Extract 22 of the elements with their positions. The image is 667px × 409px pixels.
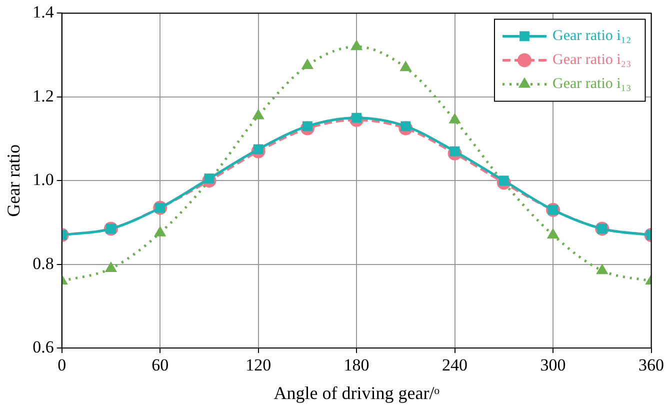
y-tick-label: 1.4	[32, 2, 54, 22]
legend-label: Gear ratio i₂₃	[552, 52, 632, 68]
x-tick-label: 180	[344, 356, 370, 375]
x-tick-label: 240	[442, 356, 468, 375]
point	[301, 58, 314, 70]
point	[350, 40, 363, 50]
x-tick-label: 0	[58, 356, 66, 375]
point	[400, 60, 412, 72]
x-tick-label: 120	[246, 356, 272, 375]
point	[252, 108, 264, 120]
y-tick-label: 1.0	[32, 170, 54, 190]
y-tick-label: 0.8	[32, 254, 54, 273]
point	[448, 112, 461, 124]
x-tick-label: 360	[638, 356, 664, 375]
x-tick-label: 60	[152, 356, 169, 375]
legend-label: Gear ratio i₁₂	[552, 28, 632, 44]
y-tick-label: 0.6	[32, 337, 54, 356]
x-axis-title: Angle of driving gear/ᵒ	[274, 382, 440, 403]
legend-label: Gear ratio i₁₃	[552, 76, 632, 92]
y-tick-label: 1.2	[32, 86, 54, 106]
y-axis-title: Gear ratio	[4, 144, 24, 217]
x-tick-label: 300	[540, 356, 566, 375]
